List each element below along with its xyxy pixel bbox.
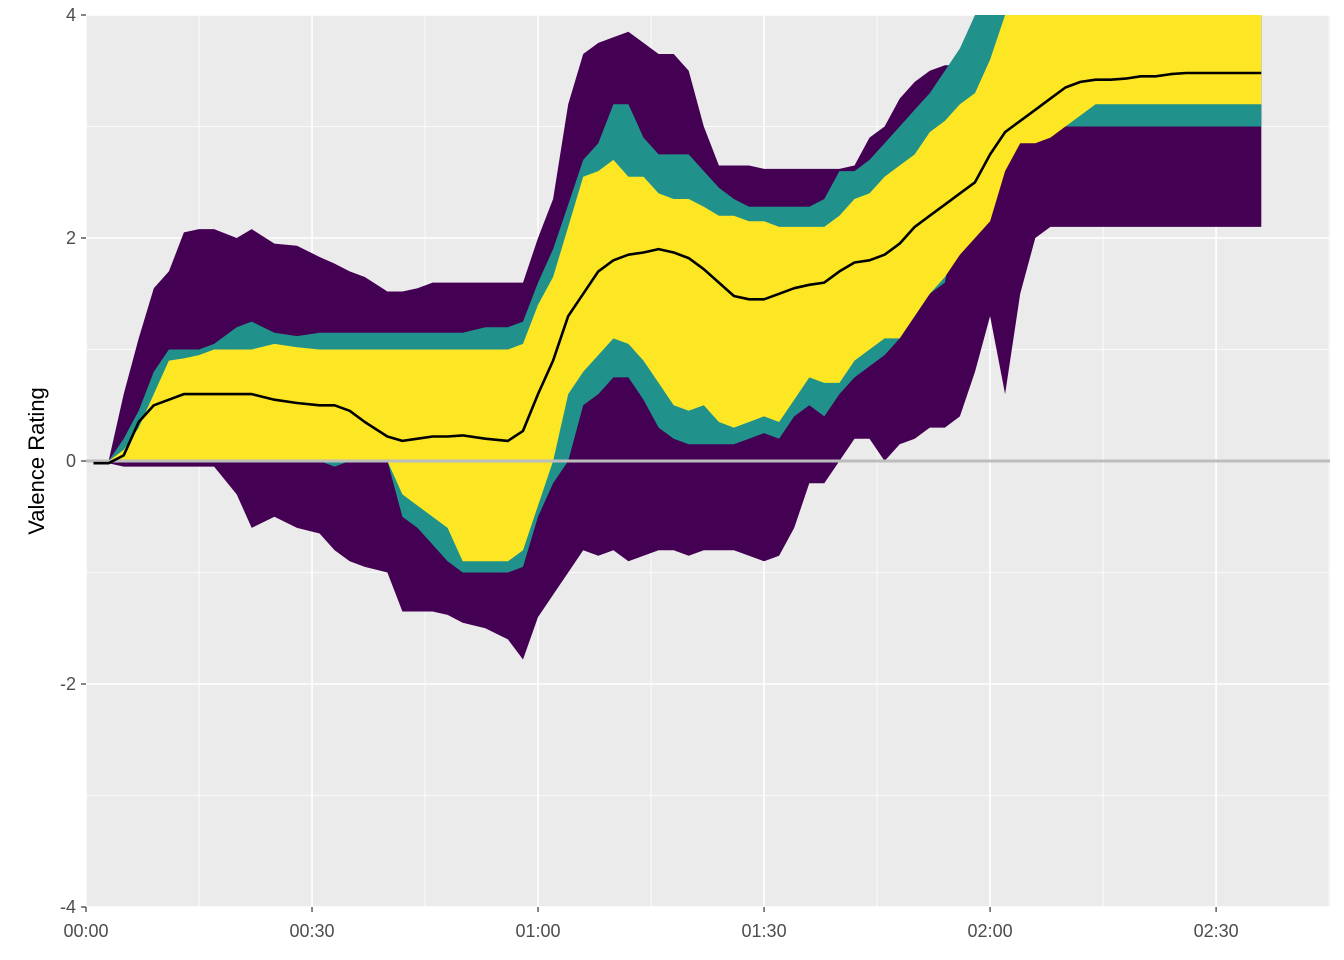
y-axis-title: Valence Rating (24, 387, 49, 535)
y-tick-label: 2 (66, 228, 76, 248)
y-tick-label: -2 (60, 674, 76, 694)
bands (93, 15, 1262, 660)
y-axis: -4 -2 0 2 4 (60, 5, 86, 917)
median-line (93, 71, 1262, 465)
x-tick-label: 00:30 (289, 921, 334, 941)
x-axis: 00:00 00:30 01:00 01:30 02:00 02:30 (63, 907, 1239, 941)
x-tick-label: 01:30 (742, 921, 787, 941)
y-tick-label: 0 (66, 451, 76, 471)
x-tick-label: 00:00 (63, 921, 108, 941)
x-tick-label: 02:30 (1194, 921, 1239, 941)
y-tick-label: -4 (60, 897, 76, 917)
median-series (93, 71, 1262, 465)
x-tick-label: 02:00 (968, 921, 1013, 941)
y-tick-label: 4 (66, 5, 76, 25)
inner-band-area (93, 15, 1262, 562)
x-tick-label: 01:00 (516, 921, 561, 941)
